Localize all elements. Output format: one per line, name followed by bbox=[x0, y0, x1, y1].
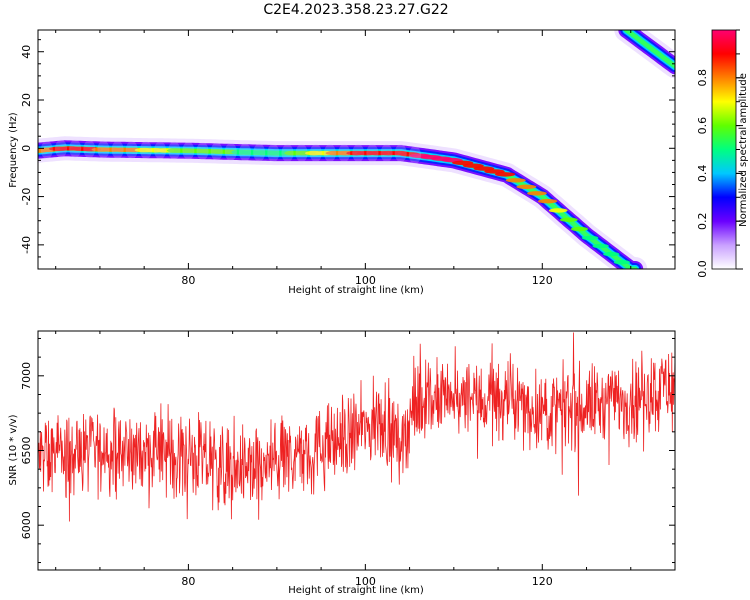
spectrogram-y-tick-label: -20 bbox=[20, 188, 33, 206]
ridge-halo bbox=[281, 144, 294, 163]
ridge-halo bbox=[352, 144, 365, 163]
ridge-halo bbox=[125, 140, 138, 159]
ridge-peak bbox=[516, 184, 537, 189]
spectrogram-x-tick-label: 120 bbox=[532, 274, 553, 287]
ridge-halo bbox=[40, 140, 53, 159]
ridge-halo bbox=[224, 142, 237, 161]
ridge-halo bbox=[309, 144, 322, 163]
ridge-halo bbox=[55, 139, 68, 158]
snr-y-tick-label: 6000 bbox=[20, 511, 33, 539]
snr-line bbox=[38, 332, 675, 522]
spectrogram-x-tick-label: 100 bbox=[355, 274, 376, 287]
colorbar-label: Normalized spectral amplitude bbox=[738, 73, 749, 227]
ridge-halo bbox=[154, 141, 167, 160]
colorbar-tick-label: 0.2 bbox=[696, 212, 709, 230]
ridge-peak bbox=[537, 199, 558, 204]
ridge-peak bbox=[570, 226, 588, 232]
snr-y-tick-label: 7000 bbox=[20, 362, 33, 390]
spectrogram-y-tick-label: 0 bbox=[20, 145, 33, 152]
spectrogram-x-axis-label: Height of straight line (km) bbox=[288, 285, 424, 296]
ridge-halo bbox=[69, 139, 82, 158]
snr-axes: 80 100 120 6000 6500 7000 bbox=[20, 330, 676, 588]
ridge-halo bbox=[111, 140, 124, 159]
snr-x-tick-label: 100 bbox=[355, 575, 376, 588]
spectrogram-axes: 80 100 120 -40 -20 0 20 40 bbox=[20, 29, 676, 287]
snr-y-tick-label: 6500 bbox=[20, 437, 33, 465]
spectrogram-heatmap bbox=[38, 30, 675, 269]
colorbar-tick-label: 0.0 bbox=[696, 260, 709, 278]
ridge-peak bbox=[527, 191, 547, 196]
snr-panel: 80 100 120 6000 6500 7000 Height of straight … bbox=[8, 330, 676, 596]
ridge-halo bbox=[338, 144, 351, 163]
colorbar-tick-label: 0.6 bbox=[696, 117, 709, 135]
ridge-halo bbox=[253, 143, 266, 162]
snr-x-tick-label: 80 bbox=[181, 575, 195, 588]
ridge-halo bbox=[295, 144, 308, 163]
spectrogram-y-axis-label: Frequency (Hz) bbox=[8, 112, 19, 188]
ridge-peak bbox=[592, 243, 609, 249]
snr-x-axis-label: Height of straight line (km) bbox=[288, 585, 424, 596]
ridge-halo bbox=[239, 143, 252, 162]
ridge-halo bbox=[83, 140, 96, 159]
snr-series bbox=[38, 332, 675, 522]
snr-y-axis-label: SNR (10 * v/v) bbox=[8, 414, 19, 485]
spectrogram-y-tick-label: 20 bbox=[20, 93, 33, 107]
ridge-peak bbox=[581, 235, 599, 241]
ridge-peak bbox=[613, 260, 630, 265]
figure-title: C2E4.2023.358.23.27.G22 bbox=[263, 2, 448, 18]
ridge-halo bbox=[408, 146, 421, 165]
colorbar: 0.0 0.2 0.4 0.6 0.8 Normalized spectral ampl… bbox=[696, 29, 749, 278]
ridge2-band-4 bbox=[623, 30, 675, 69]
ridge-peak bbox=[548, 208, 568, 213]
ridge-halo bbox=[97, 140, 110, 159]
ridge-halo bbox=[210, 142, 223, 161]
spectrogram-panel: 80 100 120 -40 -20 0 20 40 Height of straight l… bbox=[8, 29, 676, 296]
spectrogram-x-tick-label: 80 bbox=[181, 274, 195, 287]
spectrogram-frame bbox=[37, 29, 676, 270]
colorbar-scale bbox=[712, 30, 736, 269]
colorbar-tick-label: 0.4 bbox=[696, 165, 709, 183]
ridge-peak bbox=[495, 172, 516, 177]
colorbar-tick-label: 0.8 bbox=[696, 69, 709, 87]
spectrogram-y-tick-label: 40 bbox=[20, 45, 33, 59]
ridge-halo bbox=[182, 141, 195, 160]
ridge-halo bbox=[267, 144, 280, 163]
ridge-halo bbox=[196, 142, 209, 161]
ridge-peak bbox=[559, 217, 578, 222]
colorbar-ticks: 0.0 0.2 0.4 0.6 0.8 bbox=[696, 29, 743, 278]
ridge-peak bbox=[505, 178, 526, 183]
ridge-halo bbox=[366, 144, 379, 163]
ridge-halo bbox=[394, 144, 407, 163]
ridge-halo bbox=[139, 141, 152, 160]
snr-x-tick-label: 120 bbox=[532, 575, 553, 588]
ridge-peak bbox=[603, 251, 620, 257]
ridge-halo bbox=[168, 141, 181, 160]
ridge-halo bbox=[380, 144, 393, 163]
ridge-halo bbox=[323, 144, 336, 163]
spectrogram-y-tick-label: -40 bbox=[20, 236, 33, 254]
